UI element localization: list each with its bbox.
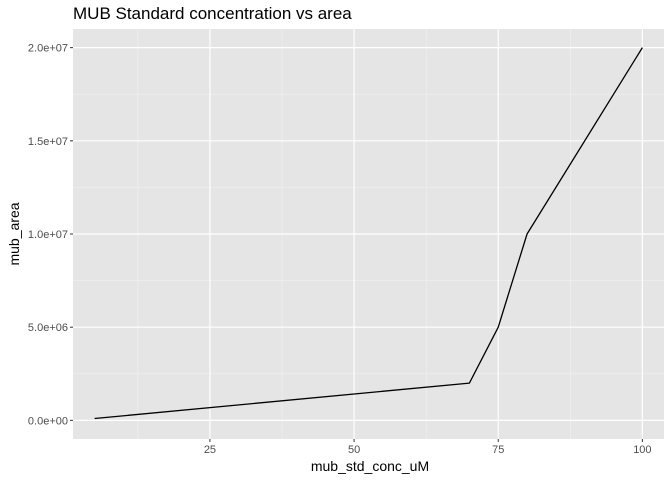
y-tick-label: 5.0e+06 [28, 322, 68, 334]
x-axis-title: mub_std_conc_uM [311, 458, 429, 474]
y-axis-title: mub_area [6, 202, 22, 265]
y-tick-label: 1.5e+07 [28, 136, 68, 148]
chart-title: MUB Standard concentration vs area [73, 4, 352, 23]
x-tick-label: 50 [348, 444, 360, 456]
x-axis-ticks: 25 50 75 100 [204, 439, 652, 456]
major-grid [73, 29, 664, 439]
x-tick-label: 25 [204, 444, 216, 456]
y-axis-ticks: 0.0e+00 5.0e+06 1.0e+07 1.5e+07 2.0e+07 [28, 43, 73, 427]
y-tick-label: 2.0e+07 [28, 43, 68, 55]
data-series [94, 47, 643, 420]
y-tick-label: 1.0e+07 [28, 229, 68, 241]
x-tick-label: 75 [492, 444, 504, 456]
x-tick-label: 100 [633, 444, 651, 456]
y-tick-label: 0.0e+00 [28, 415, 68, 427]
